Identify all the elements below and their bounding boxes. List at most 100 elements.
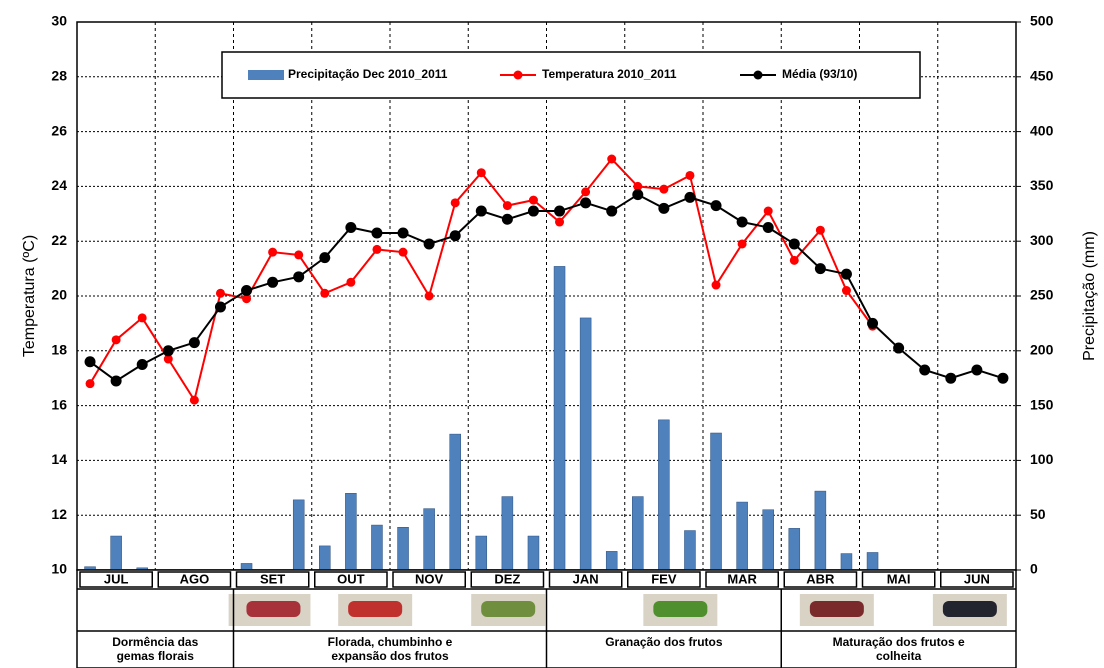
point [162, 345, 174, 357]
month-label: ABR [806, 571, 835, 586]
point [111, 335, 121, 345]
point [919, 364, 931, 376]
point [475, 205, 487, 217]
bar [423, 508, 435, 571]
month-cell [548, 571, 623, 588]
point [659, 184, 669, 194]
point [137, 313, 147, 323]
point [450, 198, 460, 208]
stage-photo-detail [348, 601, 403, 617]
bar [788, 528, 801, 571]
stage-photo-detail [809, 601, 864, 617]
month-cell [79, 571, 153, 588]
bar [814, 490, 827, 571]
bar [840, 553, 853, 571]
bar [527, 535, 540, 571]
point [267, 276, 279, 288]
phenology-table: JUL AGO SET OUT NOV DEZ JAN FEV MAR ABR MAI JUN Dorm… [76, 569, 1017, 668]
point [371, 227, 383, 239]
legend-label: Precipitação Dec 2010_2011 [288, 67, 448, 81]
point [528, 195, 538, 205]
point [215, 288, 225, 298]
point [814, 263, 826, 275]
month-label: MAR [727, 571, 757, 586]
point [345, 222, 357, 233]
bar [553, 266, 566, 571]
point [815, 225, 825, 235]
y-tick-label: 26 [51, 122, 67, 138]
month-label: SET [260, 571, 285, 586]
point [110, 375, 122, 387]
y-axis-label: Temperatura (ºC) [21, 235, 38, 357]
month-cell [157, 571, 232, 588]
bar [605, 551, 618, 571]
y-tick-label: 14 [51, 451, 67, 467]
month-label: FEV [651, 571, 677, 586]
y2-tick-label: 0 [1030, 561, 1038, 577]
month-label: NOV [415, 571, 444, 586]
stage-label: expansão dos frutos [331, 649, 449, 663]
y2-tick-label: 350 [1030, 177, 1054, 193]
point [737, 239, 747, 249]
point [607, 154, 617, 164]
bar [710, 432, 722, 571]
legend-marker [753, 70, 763, 80]
bar [449, 433, 461, 571]
stage-photo-detail [942, 601, 997, 617]
point [893, 342, 905, 354]
month-label: OUT [337, 571, 365, 586]
point [789, 255, 799, 265]
point [320, 288, 330, 298]
point [346, 277, 356, 287]
point [762, 222, 774, 233]
legend-label: Média (93/10) [782, 67, 857, 81]
point [581, 187, 591, 197]
y2-tick-label: 450 [1030, 68, 1054, 84]
bar [345, 493, 357, 571]
y-tick-label: 30 [51, 13, 67, 29]
point [424, 291, 434, 301]
point [163, 354, 173, 364]
point [501, 213, 513, 225]
point [372, 244, 382, 254]
point [867, 317, 879, 329]
point [189, 395, 199, 405]
bar [240, 563, 253, 571]
month-label: JUL [104, 571, 129, 586]
point [398, 247, 408, 257]
point [449, 230, 461, 242]
point [710, 200, 722, 212]
month-label: AGO [180, 571, 210, 586]
point [294, 250, 304, 260]
month-label: DEZ [494, 571, 520, 586]
month-cell [861, 571, 936, 588]
y2-tick-label: 150 [1030, 396, 1054, 412]
y-tick-label: 28 [51, 68, 67, 84]
stage-label: Dormência das [112, 635, 198, 649]
point [84, 356, 96, 368]
month-cell [940, 571, 1014, 588]
bar [397, 527, 409, 571]
point [214, 301, 226, 313]
line [89, 157, 874, 403]
point [268, 247, 278, 257]
month-cell [705, 571, 779, 588]
point [788, 238, 800, 250]
y2-tick-label: 500 [1030, 13, 1054, 29]
month-cell [783, 571, 858, 588]
point [684, 191, 696, 203]
month-cell [235, 571, 310, 588]
point [136, 359, 148, 370]
point [736, 216, 748, 228]
bar [632, 496, 644, 571]
y-tick-label: 20 [51, 287, 67, 303]
point [945, 372, 957, 384]
stage-label: colheita [876, 649, 922, 663]
bar [684, 530, 696, 571]
point [606, 205, 618, 217]
y-tick-label: 12 [51, 506, 67, 522]
point [241, 285, 253, 297]
point [580, 197, 592, 209]
y2-tick-label: 200 [1030, 342, 1054, 358]
y2-tick-label: 300 [1030, 232, 1054, 248]
